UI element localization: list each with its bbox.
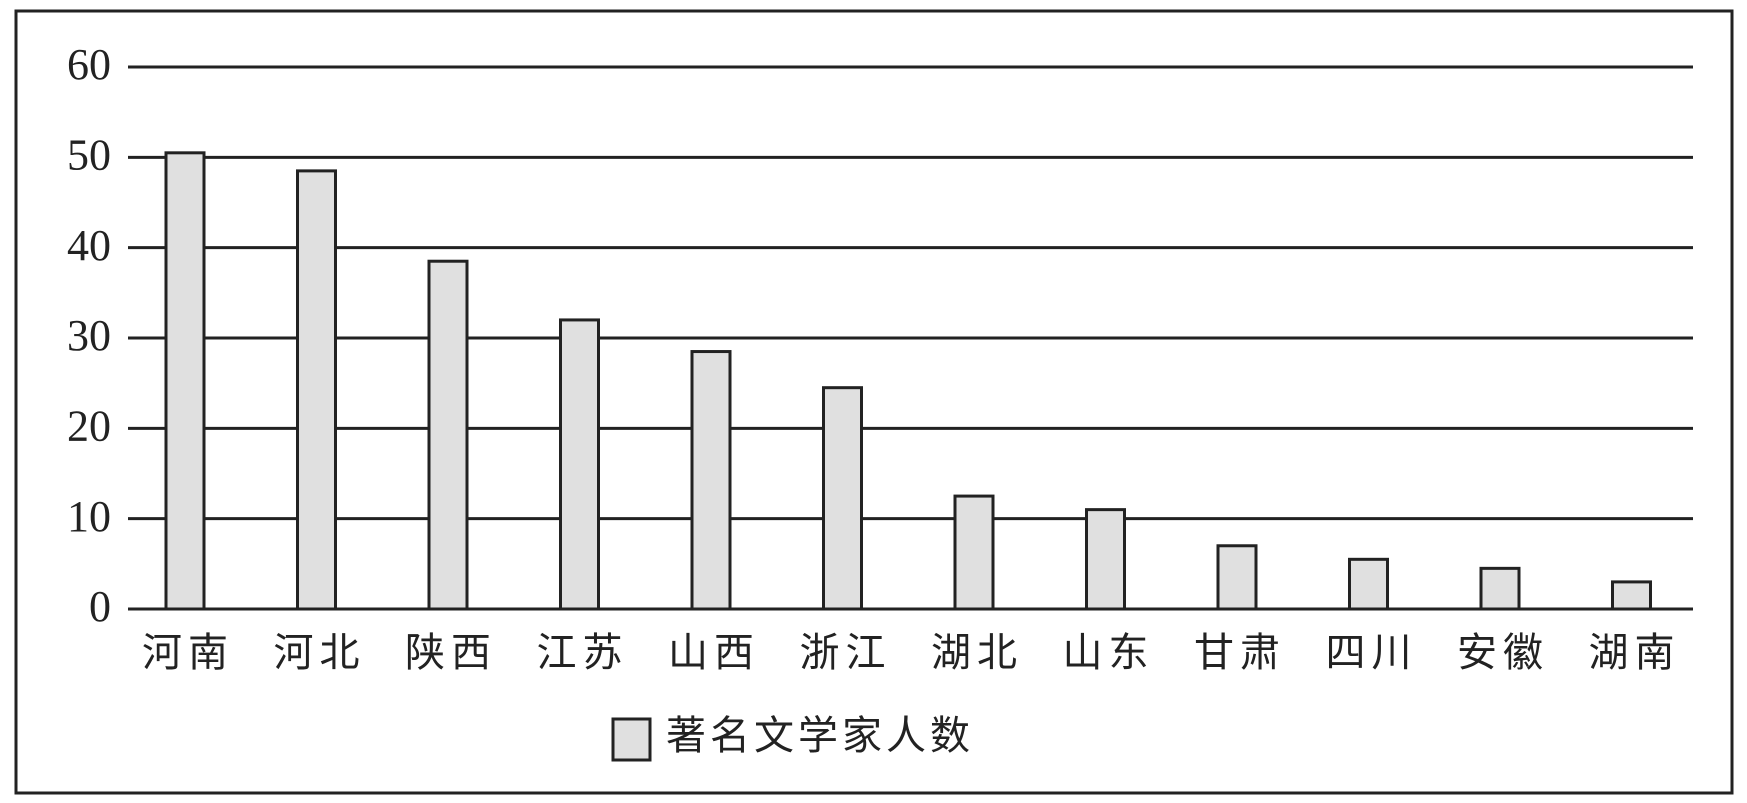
y-tick-label: 10: [67, 492, 111, 541]
x-tick-label: 四川: [1326, 630, 1418, 675]
bar: [164, 151, 206, 611]
x-tick-label: 安徽: [1457, 630, 1549, 675]
legend-swatch: [611, 717, 652, 762]
x-tick-label: 河北: [274, 630, 366, 675]
x-tick-label: 浙江: [800, 630, 892, 675]
bar: [1348, 557, 1389, 611]
bar: [1479, 566, 1521, 611]
x-tick-label: 山西: [668, 630, 760, 675]
x-tick-label: 湖南: [1589, 630, 1681, 675]
y-tick-label: 20: [67, 401, 111, 450]
bar: [559, 318, 600, 611]
x-tick-label: 河南: [142, 630, 234, 675]
bar: [690, 350, 732, 611]
x-tick-label: 甘肃: [1194, 630, 1286, 675]
bar: [953, 494, 995, 611]
y-tick-label: 60: [67, 40, 111, 89]
frame: [14, 9, 1734, 795]
y-tick-label: 0: [89, 582, 111, 631]
bar: [296, 169, 337, 611]
bar: [427, 259, 469, 611]
y-tick-label: 40: [67, 221, 111, 270]
bar: [822, 386, 863, 611]
x-tick-label: 湖北: [931, 630, 1023, 675]
legend-label: 著名文学家人数: [666, 713, 974, 758]
x-tick-label: 山东: [1063, 630, 1155, 675]
bar: [1216, 544, 1258, 611]
bar: [1085, 508, 1126, 611]
y-tick-label: 30: [67, 311, 111, 360]
x-tick-label: 江苏: [537, 630, 629, 675]
y-tick-label: 50: [67, 130, 111, 179]
bar: [1611, 580, 1652, 611]
x-tick-label: 陕西: [405, 630, 497, 675]
